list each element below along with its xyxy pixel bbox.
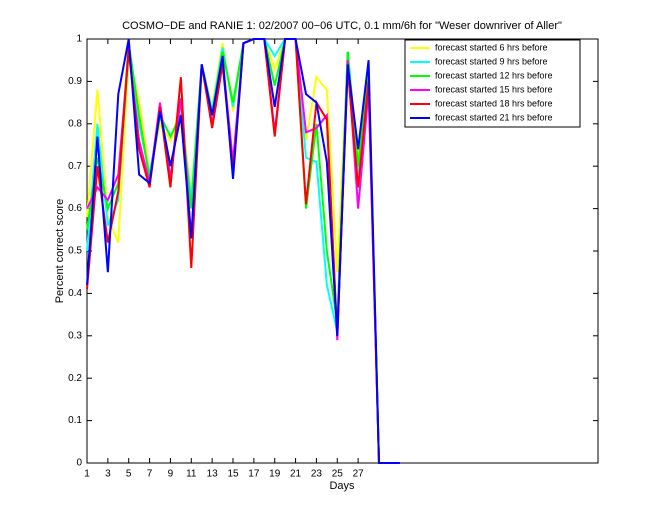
x-tick-label: 17 [248, 469, 260, 480]
x-tick-label: 5 [126, 469, 132, 480]
x-tick-label: 3 [105, 469, 111, 480]
legend-label: forecast started 6 hrs before [435, 42, 548, 52]
x-tick-label: 25 [332, 469, 344, 480]
x-tick-label: 13 [207, 469, 219, 480]
x-tick-label: 9 [168, 469, 174, 480]
y-tick-label: 0 [76, 458, 82, 469]
y-tick-label: 0.7 [68, 161, 82, 172]
y-axis-label: Percent correct score [54, 199, 66, 304]
legend-label: forecast started 15 hrs before [435, 84, 553, 94]
y-tick-label: 0.4 [68, 288, 82, 299]
chart-title: COSMO−DE and RANIE 1: 02/2007 00−06 UTC,… [122, 20, 562, 32]
y-tick-label: 0.3 [68, 330, 82, 341]
legend-label: forecast started 21 hrs before [435, 112, 553, 122]
x-tick-label: 15 [227, 469, 239, 480]
x-tick-label: 1 [84, 469, 90, 480]
y-tick-label: 0.5 [68, 246, 82, 257]
x-tick-label: 11 [186, 469, 197, 480]
y-tick-label: 0.6 [68, 203, 82, 214]
x-tick-label: 7 [147, 469, 153, 480]
legend-box [404, 39, 581, 128]
x-tick-label: 19 [269, 469, 281, 480]
x-tick-label: 27 [353, 469, 365, 480]
x-tick-label: 23 [311, 469, 323, 480]
y-tick-label: 0.1 [68, 415, 82, 426]
y-tick-label: 1 [76, 34, 82, 45]
x-tick-label: 21 [290, 469, 302, 480]
legend-label: forecast started 12 hrs before [435, 70, 553, 80]
x-axis-label: Days [329, 480, 355, 492]
y-tick-label: 0.2 [68, 373, 82, 384]
legend-label: forecast started 18 hrs before [435, 98, 553, 108]
series-line [86, 38, 400, 464]
y-tick-label: 0.9 [68, 76, 82, 87]
y-tick-label: 0.8 [68, 118, 82, 129]
legend-label: forecast started 9 hrs before [435, 56, 548, 66]
